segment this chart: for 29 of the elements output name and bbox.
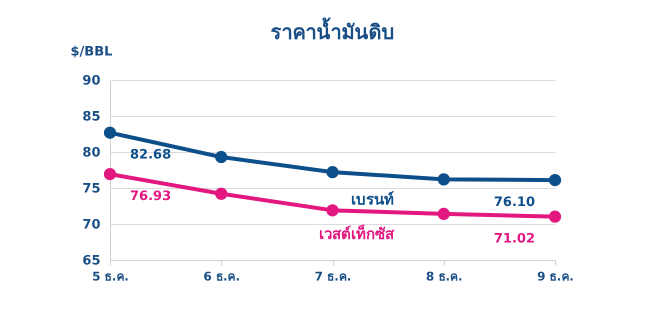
y-axis-title: $/BBL [70, 44, 112, 60]
point [326, 204, 339, 216]
series-label: เวสต์เท็กซัส [318, 224, 395, 243]
point [215, 150, 228, 164]
x-tick-label: 5 ธ.ค. [92, 270, 129, 284]
point [548, 174, 562, 186]
data-label: 71.02 [494, 232, 535, 247]
point [326, 166, 339, 178]
point [215, 188, 228, 200]
y-tick-label: 75 [82, 182, 100, 196]
y-tick-label: 80 [82, 146, 100, 160]
point [104, 168, 116, 180]
x-tick-label: 7 ธ.ค. [314, 270, 352, 284]
point [438, 208, 450, 220]
data-label: 82.68 [130, 148, 172, 163]
point [438, 173, 450, 186]
series-label: เบรนท์ [350, 190, 394, 208]
y-tick-label: 90 [82, 74, 100, 88]
y-tick-label: 65 [82, 254, 100, 268]
point [104, 126, 116, 139]
data-label: 76.93 [130, 189, 172, 204]
x-tick-label: 6 ธ.ค. [203, 270, 240, 284]
x-tick-label: 8 ธ.ค. [426, 270, 463, 284]
y-tick-label: 85 [82, 110, 100, 124]
chart-title: ราคาน้ำมันดิบ [270, 17, 394, 44]
y-tick-label: 70 [82, 218, 100, 232]
point [548, 210, 562, 223]
x-tick-label: 9 ธ.ค. [537, 270, 574, 284]
data-label: 76.10 [494, 195, 535, 210]
